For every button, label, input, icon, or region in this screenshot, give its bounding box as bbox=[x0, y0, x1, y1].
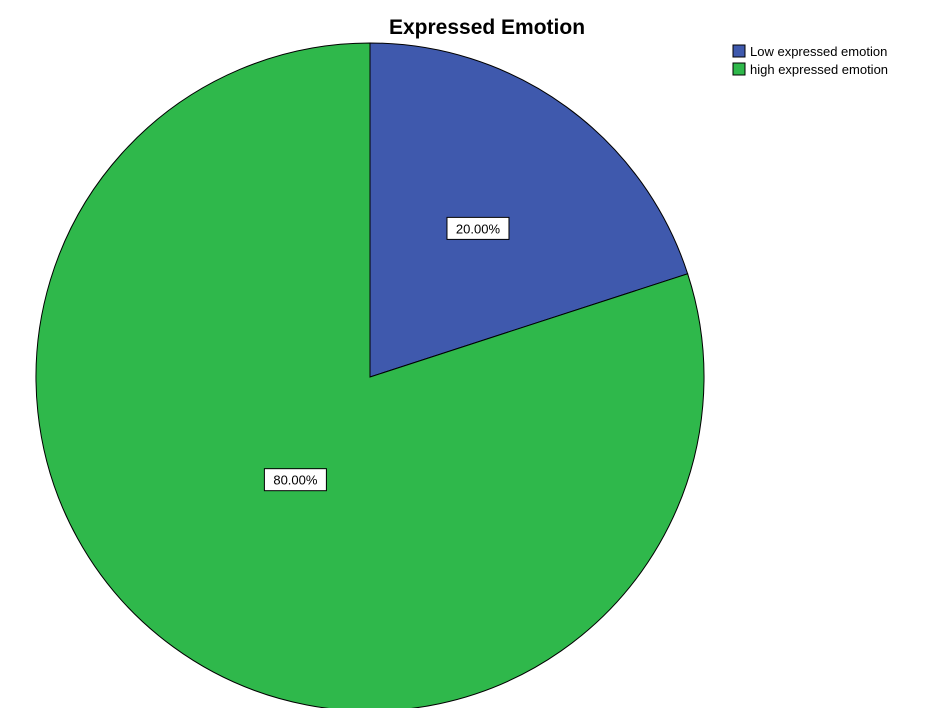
legend-label: high expressed emotion bbox=[750, 62, 888, 77]
legend-swatch bbox=[732, 44, 746, 58]
legend: Low expressed emotion high expressed emot… bbox=[732, 44, 888, 77]
legend-label: Low expressed emotion bbox=[750, 44, 887, 59]
pie-slice-1 bbox=[369, 42, 689, 378]
legend-item-1: Low expressed emotion bbox=[732, 44, 887, 59]
data-label-1: 20.00% bbox=[446, 216, 510, 240]
data-label-text: 20.00% bbox=[456, 221, 501, 236]
data-label-box bbox=[263, 468, 327, 492]
data-label-2: 80.00% bbox=[263, 468, 327, 492]
data-label-text: 80.00% bbox=[273, 473, 318, 488]
legend-swatch bbox=[732, 62, 746, 76]
pie-slices bbox=[35, 42, 705, 708]
chart-title: Expressed Emotion bbox=[389, 16, 585, 39]
data-label-box bbox=[446, 216, 510, 240]
legend-item-2: high expressed emotion bbox=[732, 62, 888, 77]
pie-data-labels: 20.00% 80.00% bbox=[263, 216, 510, 492]
pie-slice-2 bbox=[35, 42, 705, 708]
